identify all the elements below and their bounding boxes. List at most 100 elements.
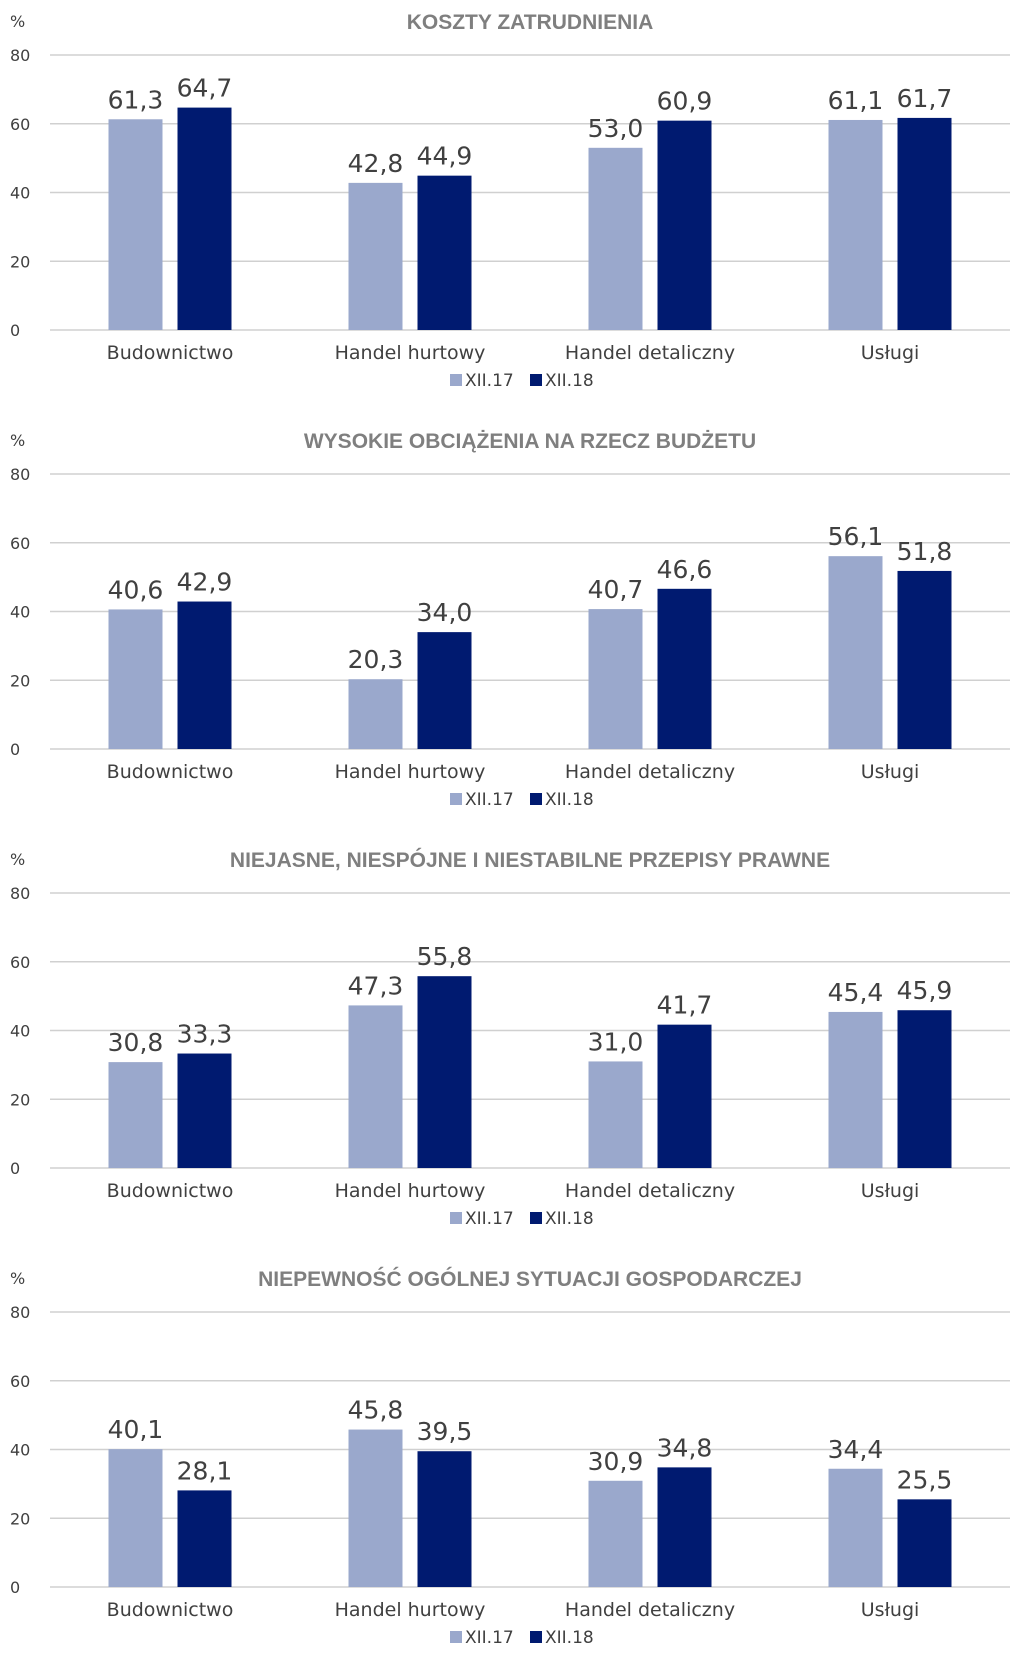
bar-xii-18-1 (177, 1053, 232, 1168)
bar-xii-18-4 (897, 117, 952, 330)
bar-xii-17-4 (828, 556, 883, 749)
data-label: 40,6 (108, 575, 164, 604)
category-label: Usługi (861, 342, 920, 364)
chart-title: NIEPEWNOŚĆ OGÓLNEJ SYTUACJI GOSPODARCZEJ (258, 1267, 802, 1291)
legend: XII.17 XII.18 (450, 371, 594, 391)
bar-xii-17-3 (588, 1480, 643, 1587)
y-tick-label: 80 (10, 1303, 30, 1322)
chart-svg: % NIEJASNE, NIESPÓJNE I NIESTABILNE PRZEP… (10, 848, 1010, 1229)
bar-xii-18-4 (897, 570, 952, 749)
bar-xii-18-2 (417, 976, 472, 1168)
category-label: Usługi (861, 1599, 920, 1621)
legend: XII.17 XII.18 (450, 1628, 594, 1648)
legend-label: XII.18 (545, 1628, 594, 1648)
bar-xii-17-4 (828, 119, 883, 330)
data-label: 42,8 (348, 149, 404, 178)
data-label: 28,1 (177, 1456, 233, 1485)
bar-xii-17-3 (588, 609, 643, 749)
data-label: 34,4 (828, 1435, 884, 1464)
legend-label: XII.18 (545, 371, 594, 391)
y-unit-label: % (10, 850, 25, 869)
category-label: Budownictwo (107, 1599, 234, 1621)
y-tick-label: 40 (10, 603, 30, 622)
data-label: 33,3 (177, 1020, 233, 1049)
data-label: 30,8 (108, 1028, 164, 1057)
bar-xii-17-1 (108, 1449, 163, 1587)
legend-label: XII.17 (465, 371, 514, 391)
y-unit-label: % (10, 12, 25, 31)
legend-label: XII.18 (545, 790, 594, 810)
bar-xii-17-4 (828, 1011, 883, 1168)
chart-svg: % WYSOKIE OBCIĄŻENIA NA RZECZ BUDŻETU 0 20 4… (10, 430, 1010, 810)
bar-xii-18-2 (417, 632, 472, 749)
legend-swatch (450, 1212, 462, 1224)
legend-swatch (450, 793, 462, 805)
data-label: 61,7 (897, 84, 953, 113)
data-label: 25,5 (897, 1465, 953, 1494)
bar-xii-17-1 (108, 609, 163, 749)
bar-xii-18-2 (417, 175, 472, 330)
category-label: Handel detaliczny (565, 1180, 735, 1202)
y-tick-label: 40 (10, 184, 30, 203)
y-tick-label: 0 (10, 740, 20, 759)
category-label: Budownictwo (107, 761, 234, 783)
y-tick-label: 0 (10, 1578, 20, 1597)
bar-xii-17-2 (348, 1429, 403, 1587)
data-label: 64,7 (177, 74, 233, 103)
category-label: Budownictwo (107, 1180, 234, 1202)
bar-xii-18-3 (657, 588, 712, 749)
category-label: Budownictwo (107, 342, 234, 364)
bar-xii-17-1 (108, 1062, 163, 1168)
legend-swatch (530, 793, 542, 805)
bar-xii-18-2 (417, 1451, 472, 1587)
data-label: 30,9 (588, 1447, 644, 1476)
data-label: 20,3 (348, 645, 404, 674)
bar-xii-17-1 (108, 119, 163, 330)
bar-xii-18-4 (897, 1499, 952, 1587)
bar-xii-18-1 (177, 601, 232, 749)
chart-svg: % NIEPEWNOŚĆ OGÓLNEJ SYTUACJI GOSPODARCZE… (10, 1267, 1010, 1648)
bar-xii-18-3 (657, 120, 712, 330)
legend-swatch (450, 1631, 462, 1643)
category-label: Usługi (861, 761, 920, 783)
bar-xii-17-4 (828, 1468, 883, 1587)
category-label: Handel detaliczny (565, 761, 735, 783)
data-label: 40,1 (108, 1415, 164, 1444)
legend-swatch (530, 1631, 542, 1643)
y-tick-label: 40 (10, 1441, 30, 1460)
legend-swatch (530, 374, 542, 386)
bar-chart-2: % WYSOKIE OBCIĄŻENIA NA RZECZ BUDŻETU 0 20 4… (0, 419, 1014, 838)
y-tick-label: 60 (10, 534, 30, 553)
bar-xii-18-1 (177, 107, 232, 330)
bar-xii-17-2 (348, 679, 403, 749)
category-label: Usługi (861, 1180, 920, 1202)
legend-label: XII.17 (465, 790, 514, 810)
data-label: 61,3 (108, 85, 164, 114)
data-label: 34,0 (417, 598, 473, 627)
data-label: 45,9 (897, 976, 953, 1005)
y-tick-label: 60 (10, 953, 30, 972)
data-label: 51,8 (897, 537, 953, 566)
data-label: 60,9 (657, 87, 713, 116)
legend-label: XII.18 (545, 1209, 594, 1229)
y-unit-label: % (10, 431, 25, 450)
chart-title: KOSZTY ZATRUDNIENIA (407, 11, 654, 34)
bar-xii-18-3 (657, 1467, 712, 1587)
bar-xii-17-2 (348, 1005, 403, 1168)
y-tick-label: 80 (10, 884, 30, 903)
y-tick-label: 60 (10, 115, 30, 134)
bar-xii-17-3 (588, 147, 643, 330)
legend: XII.17 XII.18 (450, 790, 594, 810)
legend-swatch (450, 374, 462, 386)
data-label: 45,8 (348, 1396, 404, 1425)
data-label: 56,1 (828, 522, 884, 551)
data-label: 40,7 (588, 575, 644, 604)
y-tick-label: 0 (10, 321, 20, 340)
category-label: Handel hurtowy (335, 1599, 486, 1621)
y-tick-label: 20 (10, 671, 30, 690)
legend-label: XII.17 (465, 1628, 514, 1648)
data-label: 61,1 (828, 86, 884, 115)
bar-xii-17-2 (348, 182, 403, 330)
bar-chart-3: % NIEJASNE, NIESPÓJNE I NIESTABILNE PRZEP… (0, 838, 1014, 1257)
